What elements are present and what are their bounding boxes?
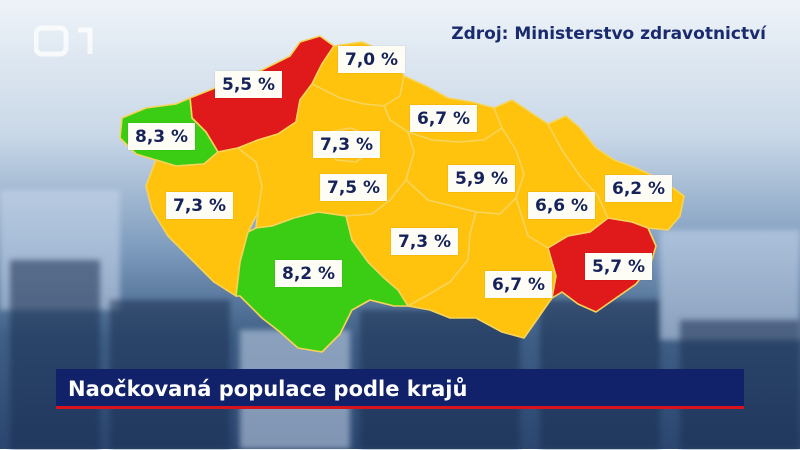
- caption-bar: Naočkovaná populace podle krajů: [56, 369, 744, 409]
- region-label-stredocesky: 7,5 %: [320, 174, 388, 201]
- region-label-plzensky: 7,3 %: [166, 192, 234, 219]
- region-label-olomoucky: 6,6 %: [528, 192, 596, 219]
- region-label-jihomoravsky: 6,7 %: [485, 271, 553, 298]
- broadcaster-logo-icon: [34, 25, 93, 57]
- region-label-moravskoslezsky: 6,2 %: [605, 175, 673, 202]
- region-jihomoravsky: [407, 197, 557, 339]
- region-label-liberecky: 7,0 %: [338, 46, 406, 73]
- region-label-pardubicky: 5,9 %: [448, 165, 516, 192]
- source-label: Zdroj: Ministerstvo zdravotnictví: [451, 24, 766, 44]
- region-label-zlinsky: 5,7 %: [585, 253, 653, 280]
- region-label-vysocina: 7,3 %: [391, 228, 459, 255]
- region-label-ustecky: 5,5 %: [215, 71, 283, 98]
- caption-title: Naočkovaná populace podle krajů: [68, 377, 468, 401]
- region-label-jihocesky: 8,2 %: [275, 260, 343, 287]
- region-label-karlovarsky: 8,3 %: [128, 123, 196, 150]
- region-label-kralovehradecky: 6,7 %: [410, 105, 478, 132]
- region-label-praha: 7,3 %: [313, 131, 381, 158]
